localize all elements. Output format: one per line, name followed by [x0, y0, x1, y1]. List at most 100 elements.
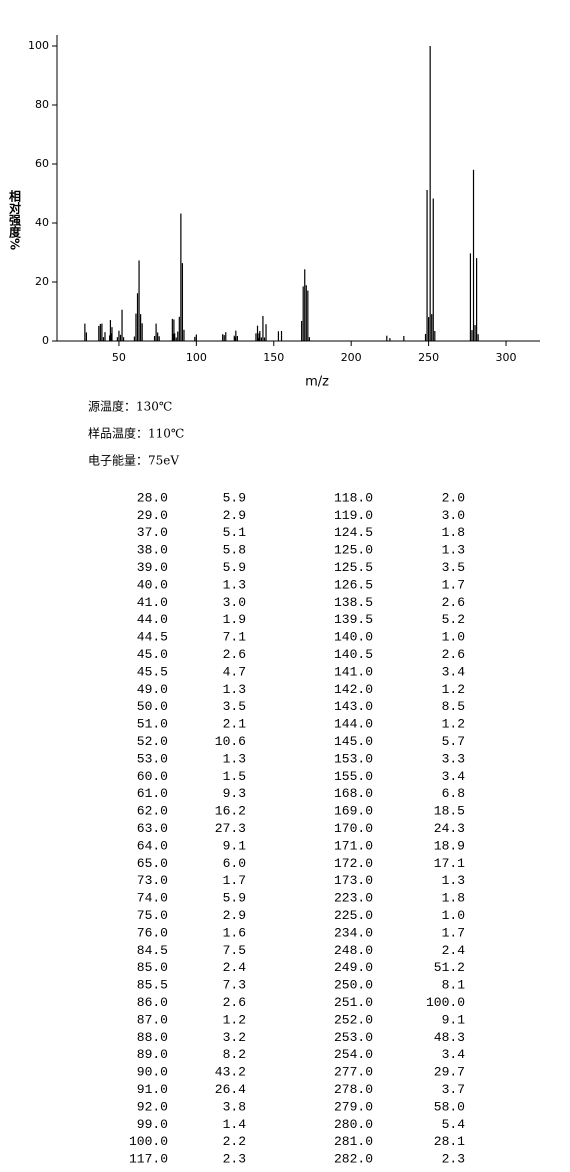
intensity-cell: 1.0 — [442, 630, 465, 645]
intensity-cell: 3.4 — [442, 664, 466, 679]
intensity-cell: 5.2 — [442, 612, 465, 627]
intensity-cell: 24.3 — [434, 821, 465, 836]
intensity-cell: 2.6 — [223, 995, 246, 1010]
intensity-cell: 2.1 — [223, 717, 247, 732]
y-axis-label: 相对强度% — [8, 189, 22, 250]
mz-cell: 234.0 — [334, 925, 373, 940]
intensity-cell: 1.2 — [442, 717, 465, 732]
intensity-cell: 1.2 — [223, 1012, 246, 1027]
mz-cell: 74.0 — [137, 891, 168, 906]
intensity-cell: 1.8 — [442, 525, 465, 540]
intensity-cell: 2.4 — [223, 960, 247, 975]
intensity-cell: 2.9 — [223, 908, 246, 923]
intensity-cell: 3.5 — [223, 699, 246, 714]
intensity-cell: 43.2 — [215, 1065, 246, 1080]
mz-cell: 52.0 — [137, 734, 168, 749]
intensity-cell: 8.2 — [223, 1047, 246, 1062]
mz-cell: 62.0 — [137, 804, 168, 819]
mz-cell: 252.0 — [334, 1012, 373, 1027]
intensity-cell: 9.3 — [223, 786, 246, 801]
mz-cell: 144.0 — [334, 717, 373, 732]
y-tick-label: 80 — [35, 98, 49, 111]
intensity-cell: 1.0 — [442, 908, 465, 923]
intensity-cell: 3.4 — [442, 769, 466, 784]
mz-cell: 251.0 — [334, 995, 373, 1010]
mz-cell: 172.0 — [334, 856, 373, 871]
mz-cell: 44.5 — [137, 630, 168, 645]
mz-cell: 169.0 — [334, 804, 373, 819]
mz-cell: 282.0 — [334, 1152, 373, 1167]
mz-cell: 125.0 — [334, 543, 373, 558]
mz-cell: 143.0 — [334, 699, 373, 714]
intensity-cell: 2.6 — [223, 647, 246, 662]
intensity-cell: 3.0 — [223, 595, 246, 610]
intensity-cell: 3.4 — [442, 1047, 466, 1062]
mz-cell: 91.0 — [137, 1082, 168, 1097]
intensity-cell: 58.0 — [434, 1099, 465, 1114]
mz-cell: 64.0 — [137, 838, 168, 853]
mz-cell: 60.0 — [137, 769, 168, 784]
x-tick-label: 200 — [341, 351, 362, 364]
intensity-cell: 1.4 — [223, 1117, 247, 1132]
mz-cell: 45.0 — [137, 647, 168, 662]
intensity-cell: 1.3 — [223, 682, 246, 697]
mz-cell: 90.0 — [137, 1065, 168, 1080]
mz-cell: 278.0 — [334, 1082, 373, 1097]
intensity-cell: 2.6 — [442, 595, 465, 610]
mz-cell: 140.5 — [334, 647, 373, 662]
intensity-cell: 5.7 — [442, 734, 465, 749]
mz-cell: 39.0 — [137, 560, 168, 575]
mz-cell: 171.0 — [334, 838, 373, 853]
mz-cell: 44.0 — [137, 612, 168, 627]
mz-cell: 138.5 — [334, 595, 373, 610]
intensity-cell: 17.1 — [434, 856, 465, 871]
intensity-cell: 9.1 — [442, 1012, 466, 1027]
intensity-cell: 1.7 — [442, 925, 465, 940]
mz-cell: 29.0 — [137, 508, 168, 523]
y-tick-label: 60 — [35, 157, 49, 170]
mz-cell: 84.5 — [137, 943, 168, 958]
intensity-cell: 10.6 — [215, 734, 246, 749]
mz-cell: 88.0 — [137, 1030, 168, 1045]
intensity-cell: 18.9 — [434, 838, 465, 853]
intensity-cell: 5.9 — [223, 490, 246, 505]
intensity-cell: 3.0 — [442, 508, 465, 523]
mz-cell: 139.5 — [334, 612, 373, 627]
y-tick-label: 0 — [42, 334, 49, 347]
mz-cell: 281.0 — [334, 1134, 373, 1149]
mz-cell: 142.0 — [334, 682, 373, 697]
mz-cell: 85.0 — [137, 960, 168, 975]
intensity-cell: 18.5 — [434, 804, 465, 819]
intensity-cell: 9.1 — [223, 838, 247, 853]
mz-cell: 254.0 — [334, 1047, 373, 1062]
mz-cell: 86.0 — [137, 995, 168, 1010]
mz-cell: 125.5 — [334, 560, 373, 575]
x-axis-label: m/z — [305, 375, 329, 390]
mz-cell: 85.5 — [137, 978, 168, 993]
mz-cell: 223.0 — [334, 891, 373, 906]
mz-cell: 279.0 — [334, 1099, 373, 1114]
intensity-cell: 2.0 — [442, 490, 465, 505]
mz-cell: 253.0 — [334, 1030, 373, 1045]
mz-cell: 41.0 — [137, 595, 168, 610]
intensity-cell: 7.1 — [223, 630, 247, 645]
intensity-cell: 100.0 — [426, 995, 465, 1010]
intensity-cell: 1.3 — [442, 543, 465, 558]
mz-cell: 249.0 — [334, 960, 373, 975]
x-tick-label: 150 — [263, 351, 284, 364]
intensity-cell: 1.7 — [442, 577, 465, 592]
mz-cell: 65.0 — [137, 856, 168, 871]
intensity-cell: 7.5 — [223, 943, 246, 958]
mz-cell: 76.0 — [137, 925, 168, 940]
intensity-cell: 1.7 — [223, 873, 246, 888]
mz-cell: 117.0 — [129, 1152, 168, 1167]
condition: 源温度：130℃ — [88, 399, 172, 414]
intensity-cell: 1.6 — [223, 925, 246, 940]
intensity-cell: 48.3 — [434, 1030, 465, 1045]
mz-cell: 153.0 — [334, 751, 373, 766]
mz-cell: 63.0 — [137, 821, 168, 836]
intensity-cell: 3.3 — [442, 751, 465, 766]
mz-cell: 280.0 — [334, 1117, 373, 1132]
